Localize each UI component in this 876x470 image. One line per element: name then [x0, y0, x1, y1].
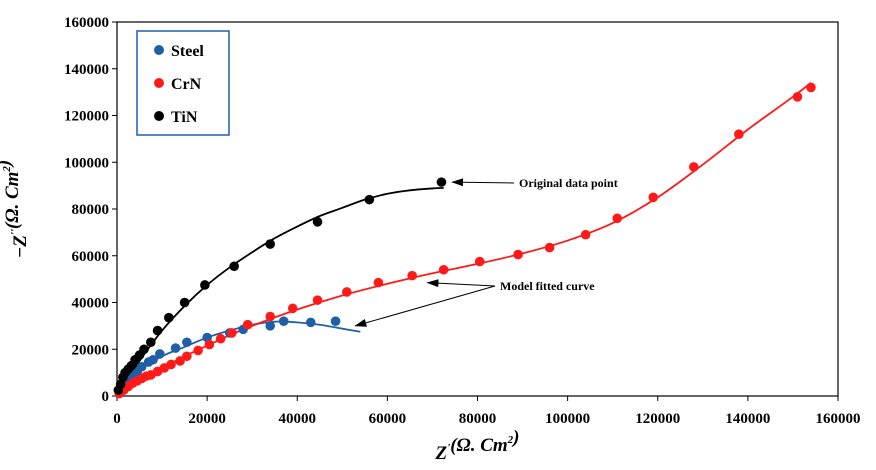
point-crn: [806, 82, 816, 93]
y-tick-label: 80000: [72, 202, 110, 218]
point-steel: [278, 316, 289, 327]
point-tin: [179, 297, 190, 308]
point-crn: [648, 192, 659, 203]
point-tin: [139, 344, 149, 355]
point-crn: [407, 270, 417, 281]
point-crn: [182, 351, 192, 362]
point-crn: [204, 339, 215, 350]
annotations: Original data point Model fitted curve: [354, 176, 618, 327]
axis-title-part: (Ω. Cm: [450, 435, 507, 456]
point-crn: [175, 356, 185, 366]
legend-box: [136, 30, 230, 136]
annotation-arrow: [426, 279, 496, 288]
point-crn: [734, 129, 744, 139]
legend-marker-steel: [154, 45, 164, 55]
point-steel: [170, 343, 181, 353]
legend-label-tin: TiN: [171, 109, 198, 126]
point-crn: [580, 229, 591, 240]
legend-marker-crn: [154, 78, 164, 88]
point-steel: [148, 354, 158, 365]
point-tin: [164, 312, 174, 323]
axis-title-part: '': [9, 229, 21, 235]
point-crn: [342, 287, 352, 297]
x-tick-label: 120000: [635, 411, 680, 427]
y-tick-label: 100000: [64, 155, 109, 171]
y-axis-title: −Z''(Ω. Cm2): [0, 160, 31, 259]
point-tin: [145, 337, 156, 348]
point-crn: [544, 242, 555, 253]
x-tick-label: 160000: [816, 411, 861, 427]
point-crn: [193, 345, 203, 356]
x-tick-label: 140000: [725, 411, 770, 427]
legend-marker-tin: [154, 111, 164, 121]
point-crn: [513, 249, 523, 260]
axis-title-part: ': [447, 442, 450, 454]
x-tick-label: 20000: [188, 411, 226, 427]
legend-label-crn: CrN: [171, 76, 202, 93]
point-tin: [265, 239, 276, 249]
x-tick-label: 100000: [545, 411, 590, 427]
point-steel: [182, 337, 192, 348]
y-tick-label: 40000: [72, 296, 110, 312]
point-tin: [364, 194, 375, 205]
point-tin: [200, 280, 210, 290]
point-steel: [136, 361, 147, 372]
annotation-original-data-point: Original data point: [519, 176, 618, 190]
axes: 0 20000 40000 60000 80000 100000 120000 140000 1…: [0, 15, 861, 464]
point-steel: [330, 316, 341, 327]
y-tick-label: 160000: [64, 15, 109, 31]
point-crn: [612, 213, 622, 224]
y-tick-label: 60000: [72, 249, 110, 265]
axis-title-part: −Z: [10, 235, 31, 259]
y-tick-label: 120000: [64, 109, 109, 125]
axis-title-part: 2: [1, 166, 13, 173]
annotation-arrow: [354, 285, 496, 327]
point-crn: [265, 311, 276, 322]
axis-title-part: ): [511, 427, 519, 448]
axis-title-part: Z: [435, 443, 448, 464]
point-tin: [436, 177, 447, 187]
point-crn: [792, 92, 803, 102]
legend-label-steel: Steel: [171, 43, 204, 60]
x-tick-label: 0: [113, 411, 121, 427]
point-crn: [287, 303, 298, 314]
point-crn: [474, 256, 485, 267]
point-crn: [227, 328, 237, 338]
point-crn: [689, 162, 699, 172]
point-steel: [155, 349, 165, 359]
point-steel: [305, 317, 316, 328]
point-crn: [438, 264, 449, 275]
annotation-model-fitted-curve: Model fitted curve: [500, 279, 595, 293]
axis-title-part: ): [0, 160, 15, 168]
point-steel: [265, 321, 276, 331]
legend: Steel CrN TiN: [136, 30, 230, 136]
axis-title-part: (Ω. Cm: [2, 172, 23, 229]
annotation-arrow: [451, 178, 515, 187]
y-tick-label: 20000: [72, 342, 110, 358]
point-tin: [152, 325, 163, 336]
x-axis-title: Z'(Ω. Cm2): [435, 427, 520, 464]
axis-title-part: 2: [507, 434, 514, 446]
point-tin: [229, 261, 239, 272]
point-crn: [215, 333, 226, 344]
point-tin: [312, 217, 323, 227]
point-crn: [242, 319, 253, 330]
y-tick-label: 140000: [64, 62, 109, 78]
point-crn: [312, 295, 323, 305]
x-tick-label: 40000: [279, 411, 317, 427]
x-tick-label: 80000: [459, 411, 497, 427]
point-crn: [166, 359, 176, 370]
data-points: [113, 82, 816, 399]
y-tick-label: 0: [102, 389, 110, 405]
point-crn: [373, 277, 384, 288]
x-tick-label: 60000: [369, 411, 407, 427]
